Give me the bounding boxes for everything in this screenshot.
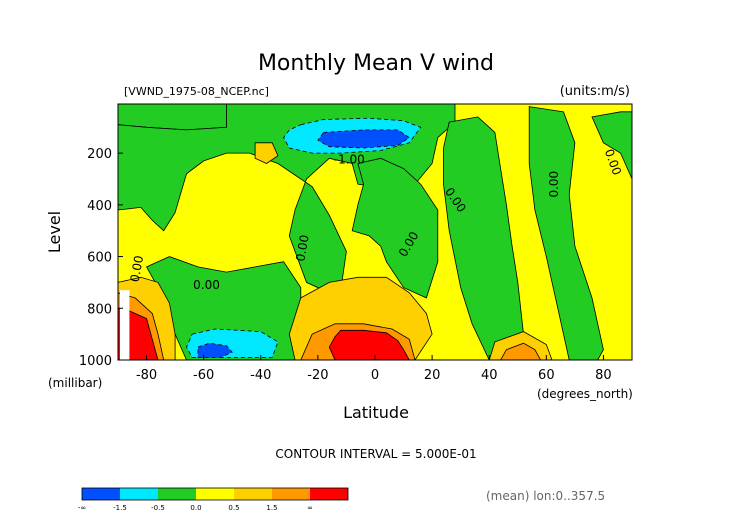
y-tick-label: 200 bbox=[87, 147, 112, 162]
colorbar-label: -0.5 bbox=[151, 504, 165, 512]
chart-units: (units:m/s) bbox=[560, 84, 630, 99]
contour-region-7 bbox=[591, 111, 632, 180]
x-tick-label: 20 bbox=[424, 368, 441, 383]
colorbar-label: ∞ bbox=[307, 504, 313, 512]
x-tick-label: 60 bbox=[538, 368, 555, 383]
x-tick-label: -60 bbox=[193, 368, 214, 383]
y-ticks: 200 400 600 800 1000 bbox=[79, 147, 123, 369]
colorbar-swatch bbox=[272, 488, 310, 500]
colorbar-swatch bbox=[120, 488, 158, 500]
colorbar-frame bbox=[81, 487, 349, 501]
contour-label: -1.00 bbox=[334, 152, 365, 166]
plot-regions bbox=[118, 104, 632, 360]
colorbar-swatch bbox=[82, 488, 120, 500]
x-ticks: -80 -60 -40 -20 0 20 40 60 80 bbox=[136, 355, 612, 383]
contour-label: 0.00 bbox=[293, 234, 311, 263]
x-axis-units: (degrees_north) bbox=[537, 387, 633, 401]
contour-label: 0.00 bbox=[128, 254, 146, 283]
chart-title: Monthly Mean V wind bbox=[258, 51, 494, 76]
colorbar-label: -∞ bbox=[78, 504, 86, 512]
x-tick-label: 40 bbox=[481, 368, 498, 383]
colorbar-label: 0.5 bbox=[228, 504, 239, 512]
y-tick-label: 1000 bbox=[79, 354, 112, 369]
colorbar-swatch bbox=[196, 488, 234, 500]
x-tick-label: -20 bbox=[307, 368, 328, 383]
colorbar-swatch bbox=[234, 488, 272, 500]
contour-region-18 bbox=[197, 342, 233, 358]
y-tick-label: 400 bbox=[87, 199, 112, 214]
x-tick-label: -40 bbox=[250, 368, 271, 383]
colorbar-swatch bbox=[158, 488, 196, 500]
contour-region-8 bbox=[254, 142, 279, 164]
mean-text: (mean) lon:0..357.5 bbox=[486, 489, 605, 503]
x-tick-label: -80 bbox=[136, 368, 157, 383]
colorbar-swatch bbox=[310, 488, 348, 500]
y-axis-label: Level bbox=[45, 211, 64, 253]
missing-data-patch bbox=[120, 290, 130, 360]
y-tick-label: 600 bbox=[87, 251, 112, 266]
contour-region-17 bbox=[317, 129, 411, 149]
colorbar-label: 1.5 bbox=[266, 504, 277, 512]
contour-region-3 bbox=[351, 157, 439, 299]
x-tick-label: 0 bbox=[371, 368, 379, 383]
y-axis-units: (millibar) bbox=[48, 376, 102, 390]
chart-subtitle: [VWND_1975-08_NCEP.nc] bbox=[124, 85, 269, 98]
y-tick-label: 800 bbox=[87, 302, 112, 317]
x-tick-label: 80 bbox=[595, 368, 612, 383]
contour-region-14 bbox=[500, 342, 542, 360]
contour-interval-text: CONTOUR INTERVAL = 5.000E-01 bbox=[275, 447, 476, 461]
colorbar-label: 0.0 bbox=[190, 504, 201, 512]
contour-region-19 bbox=[328, 329, 410, 360]
colorbar-label: -1.5 bbox=[113, 504, 127, 512]
contour-label: 0.00 bbox=[547, 171, 561, 198]
colorbar: -∞ -1.5 -0.5 0.0 0.5 1.5 ∞ bbox=[78, 487, 349, 512]
x-axis-label: Latitude bbox=[343, 403, 409, 422]
contour-region-6 bbox=[528, 106, 604, 360]
contour-label: 0.00 bbox=[193, 278, 220, 292]
